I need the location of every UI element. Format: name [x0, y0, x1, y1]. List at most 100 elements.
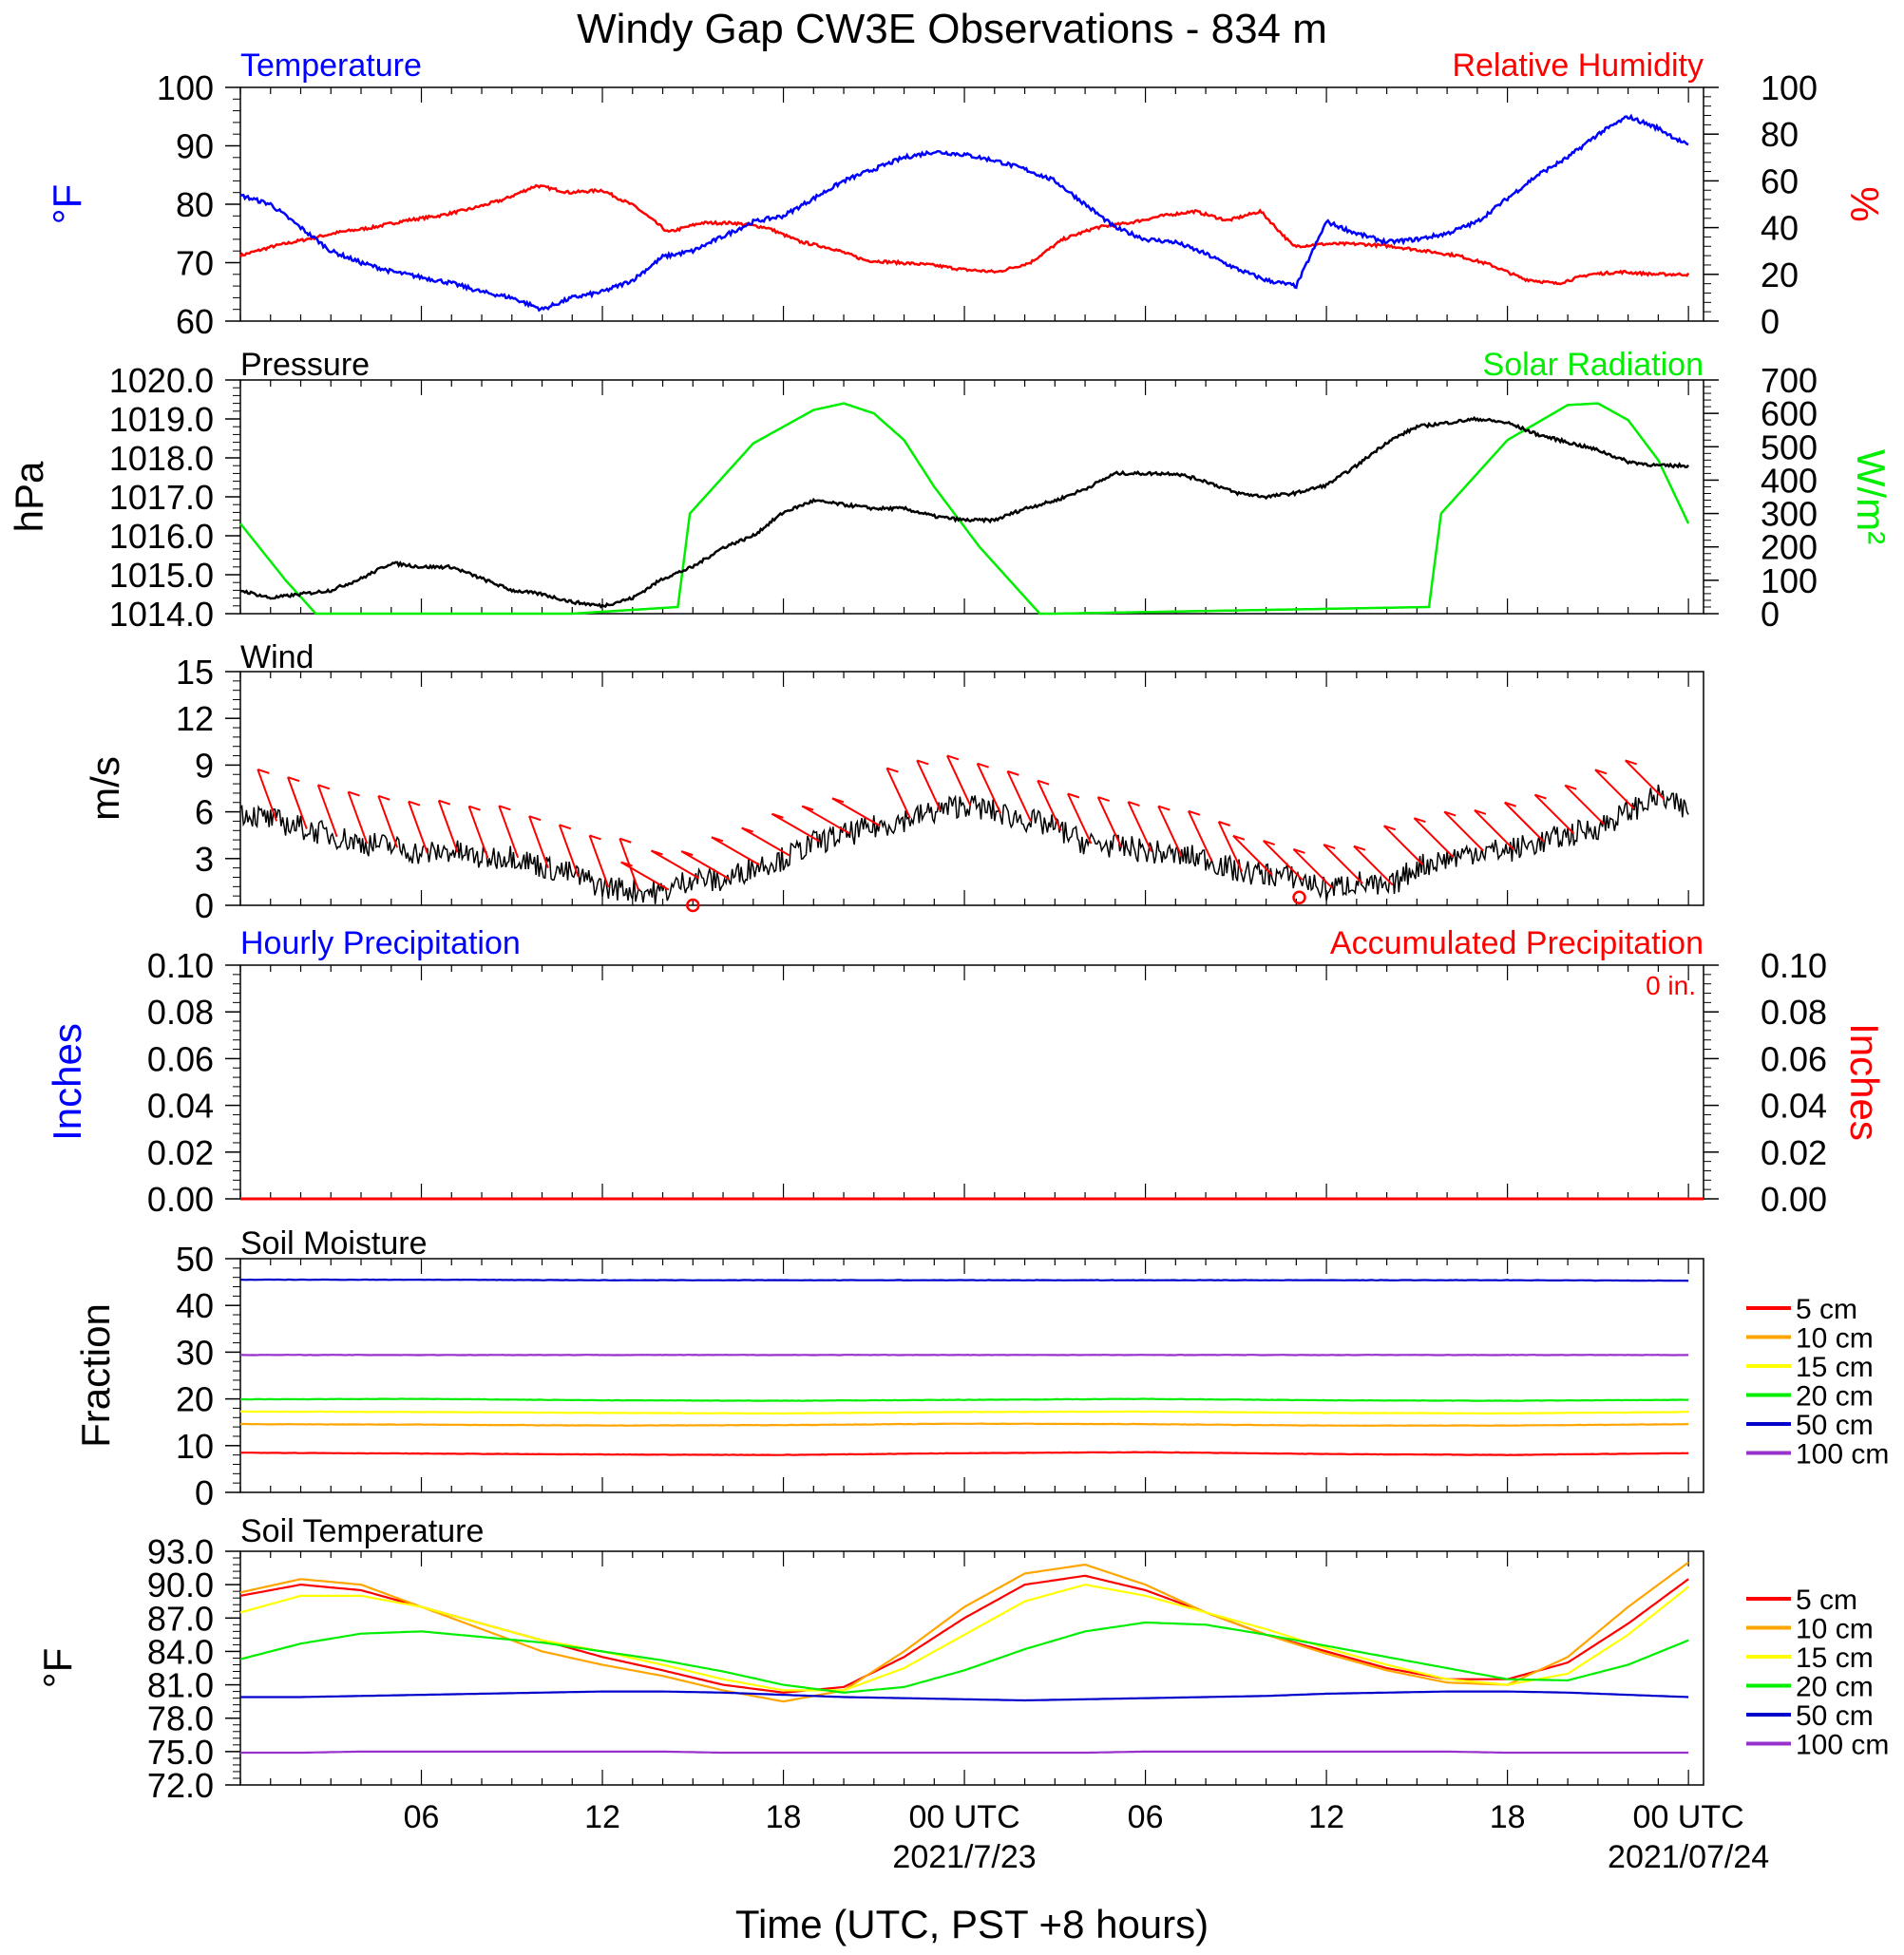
- temperature-humidity-series: [238, 113, 1690, 313]
- y-tick-label: 20: [176, 1380, 214, 1419]
- x-tick-label: 12: [584, 1799, 620, 1835]
- soil-temperature-title: Soil Temperature: [240, 1513, 484, 1549]
- wind-barb: [650, 849, 700, 880]
- wind-barb: [801, 805, 850, 835]
- solar-radiation-line: [239, 402, 1690, 616]
- y-tick-label: 80: [176, 185, 214, 224]
- wind-barb: [945, 755, 972, 807]
- soil-moisture-10cm-line: [239, 1422, 1689, 1427]
- wind-barb-flag: [977, 762, 989, 769]
- legend-label: 100 cm: [1796, 1439, 1889, 1471]
- wind-barb-flag: [408, 800, 421, 807]
- soil-temperature-20cm-line: [239, 1621, 1689, 1694]
- legend-label: 15 cm: [1796, 1642, 1874, 1674]
- x-tick-label: 18: [1490, 1799, 1526, 1835]
- wind-axis-label: m/s: [83, 756, 127, 821]
- precip-left-y-ticks: 0.00 0.02 0.04 0.06 0.08 0.10: [147, 946, 240, 1219]
- precip-right-y-ticks: 0.00 0.02 0.04 0.06 0.08 0.10: [1704, 946, 1827, 1219]
- temperature-humidity-panel: Temperature Relative Humidity °F % 60 70 8…: [45, 47, 1887, 341]
- solar-title: Solar Radiation: [1483, 347, 1704, 383]
- wind-barb-flag: [680, 850, 694, 857]
- wind-title: Wind: [240, 639, 314, 675]
- wind-barb: [1292, 848, 1334, 889]
- wind-barb: [1503, 802, 1545, 843]
- y-tick-label: 0: [195, 886, 214, 925]
- y-tick-label: 100: [157, 68, 214, 107]
- y-tick-label: 1016.0: [109, 517, 214, 556]
- wind-barb-flag: [1263, 840, 1275, 846]
- y-tick-label: 600: [1761, 394, 1818, 433]
- panel-frame: [239, 671, 1704, 906]
- soil-moisture-title: Soil Moisture: [240, 1225, 428, 1262]
- wind-barb-flag: [771, 812, 784, 819]
- wind-barb: [558, 824, 580, 878]
- y-tick-label: 100: [1761, 68, 1818, 107]
- humidity-line: [238, 183, 1690, 286]
- y-tick-label: 9: [195, 746, 214, 785]
- wind-barb-flag: [1232, 834, 1246, 841]
- y-tick-label: 6: [195, 793, 214, 832]
- y-tick-label: 60: [1761, 161, 1799, 200]
- wind-barb: [1382, 825, 1424, 866]
- legend-label: 100 cm: [1796, 1730, 1889, 1761]
- y-tick-label: 0.06: [1761, 1039, 1827, 1078]
- wind-barb-flag: [1097, 796, 1110, 803]
- soil-temperature-y-ticks: 72.075.078.081.084.087.090.093.0: [147, 1532, 240, 1805]
- panel-ticks: [239, 672, 1689, 905]
- y-tick-label: 0.06: [147, 1039, 214, 1078]
- wind-barb-flag: [741, 826, 753, 833]
- y-tick-label: 15: [176, 653, 214, 692]
- wind-barb: [1188, 810, 1213, 862]
- wind-barb-flag: [1443, 810, 1457, 817]
- accum-precip-total: 0 in.: [1646, 971, 1696, 1000]
- panel-frame: [239, 1550, 1704, 1786]
- y-tick-label: 200: [1761, 528, 1818, 567]
- y-tick-label: 12: [176, 699, 214, 738]
- wind-barb: [467, 806, 489, 859]
- wind-barb: [347, 791, 369, 845]
- wind-barb-flag: [1564, 784, 1577, 790]
- pressure-y-ticks: 1014.01015.01016.01017.01018.01019.01020…: [109, 361, 240, 634]
- y-tick-label: 0.04: [1761, 1087, 1827, 1126]
- wind-barb: [257, 769, 278, 822]
- y-tick-label: 0.04: [147, 1087, 214, 1126]
- wind-barb: [771, 812, 821, 843]
- wind-barb: [885, 768, 911, 819]
- y-tick-label: 30: [176, 1333, 214, 1372]
- y-tick-label: 72.0: [147, 1766, 214, 1805]
- soil-moisture-axis-label: Fraction: [73, 1303, 118, 1448]
- wind-barb: [437, 800, 459, 853]
- y-tick-label: 0.02: [147, 1133, 214, 1172]
- soil-temperature-10cm-line: [239, 1561, 1689, 1703]
- soil-moisture-5cm-line: [239, 1451, 1689, 1456]
- soil-moisture-series: [239, 1278, 1689, 1456]
- legend-label: 10 cm: [1796, 1323, 1874, 1355]
- wind-barb-flag: [1293, 847, 1305, 854]
- y-tick-label: 3: [195, 840, 214, 879]
- wind-barb: [1127, 801, 1152, 853]
- wind-barb: [1413, 817, 1455, 858]
- panel-ticks: [239, 1551, 1689, 1785]
- humidity-title: Relative Humidity: [1452, 47, 1704, 84]
- y-tick-label: 400: [1761, 461, 1818, 500]
- wind-barb-flag: [287, 776, 300, 783]
- legend-label: 5 cm: [1796, 1585, 1857, 1616]
- y-tick-label: 1015.0: [109, 556, 214, 595]
- y-tick-label: 60: [176, 302, 214, 341]
- y-tick-label: 1020.0: [109, 361, 214, 400]
- wind-barb-flag: [1157, 805, 1171, 811]
- wind-barb-flag: [886, 767, 899, 773]
- humidity-axis-label: %: [1842, 186, 1887, 221]
- y-tick-label: 40: [176, 1286, 214, 1325]
- wind-panel: Wind m/s 0 3 6 9 12 15: [83, 639, 1704, 925]
- wind-barb: [1006, 770, 1032, 822]
- hourly-precip-title: Hourly Precipitation: [240, 925, 521, 961]
- soil-temperature-panel: Soil Temperature °F 72.075.078.081.084.0…: [35, 1513, 1889, 1805]
- y-tick-label: 100: [1761, 561, 1818, 600]
- soil-temperature-15cm-line: [239, 1583, 1689, 1692]
- wind-barb: [1232, 835, 1273, 876]
- y-tick-label: 10: [176, 1427, 214, 1466]
- wind-barb-flag: [1188, 809, 1201, 816]
- y-tick-label: 70: [176, 244, 214, 283]
